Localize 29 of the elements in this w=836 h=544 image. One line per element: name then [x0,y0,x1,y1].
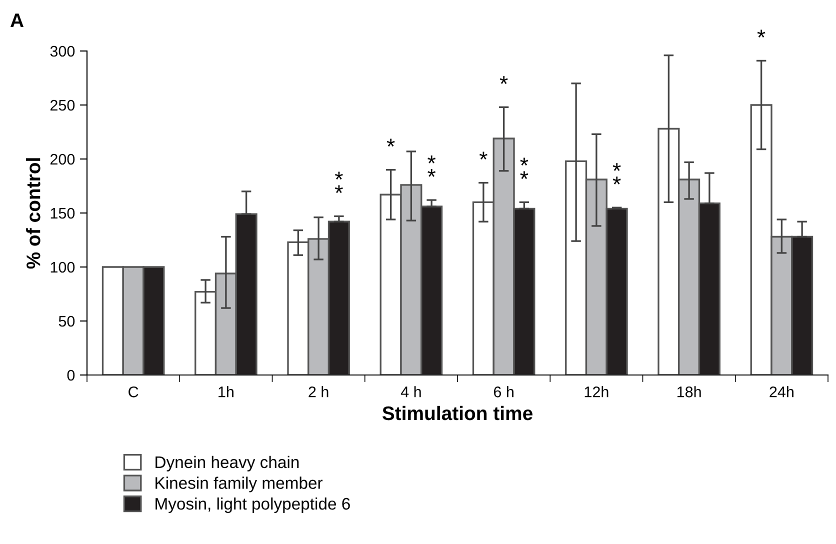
data-label: * * [334,172,343,194]
legend-label: Dynein heavy chain [156,456,299,472]
data-label: * [500,76,508,84]
y-tick-label: 200 [50,154,75,165]
x-tick-label: 6 h [494,386,514,398]
legend-label: Myosin, light polypeptide 6 [156,497,350,514]
y-tick-label: 250 [50,100,75,111]
data-label: * * [612,163,621,184]
data-label: * * [520,158,528,179]
data-label: * [386,138,395,147]
x-tick-label: C [128,386,138,398]
data-label: * [757,30,766,38]
x-tick-label: 2 h [308,386,328,398]
data-label: * * [428,156,436,177]
text: A [10,14,24,28]
x-axis-title: Stimulation time [382,406,532,420]
x-tick-label: 18h [677,386,701,398]
y-tick-label: 150 [50,208,75,219]
x-tick-label: 4 h [400,386,421,398]
data-label: * [479,152,488,160]
y-axis-title: % of control [26,158,40,269]
y-tick-label: 300 [50,46,75,57]
x-tick-label: 24h [770,386,794,398]
y-tick-label: 0 [67,370,75,381]
y-tick-label: 100 [50,262,75,273]
y-tick-label: 50 [58,316,75,327]
legend-label: Kinesin family member [156,476,323,492]
x-tick-label: 1h [218,386,234,398]
x-tick-label: 12h [584,386,608,398]
